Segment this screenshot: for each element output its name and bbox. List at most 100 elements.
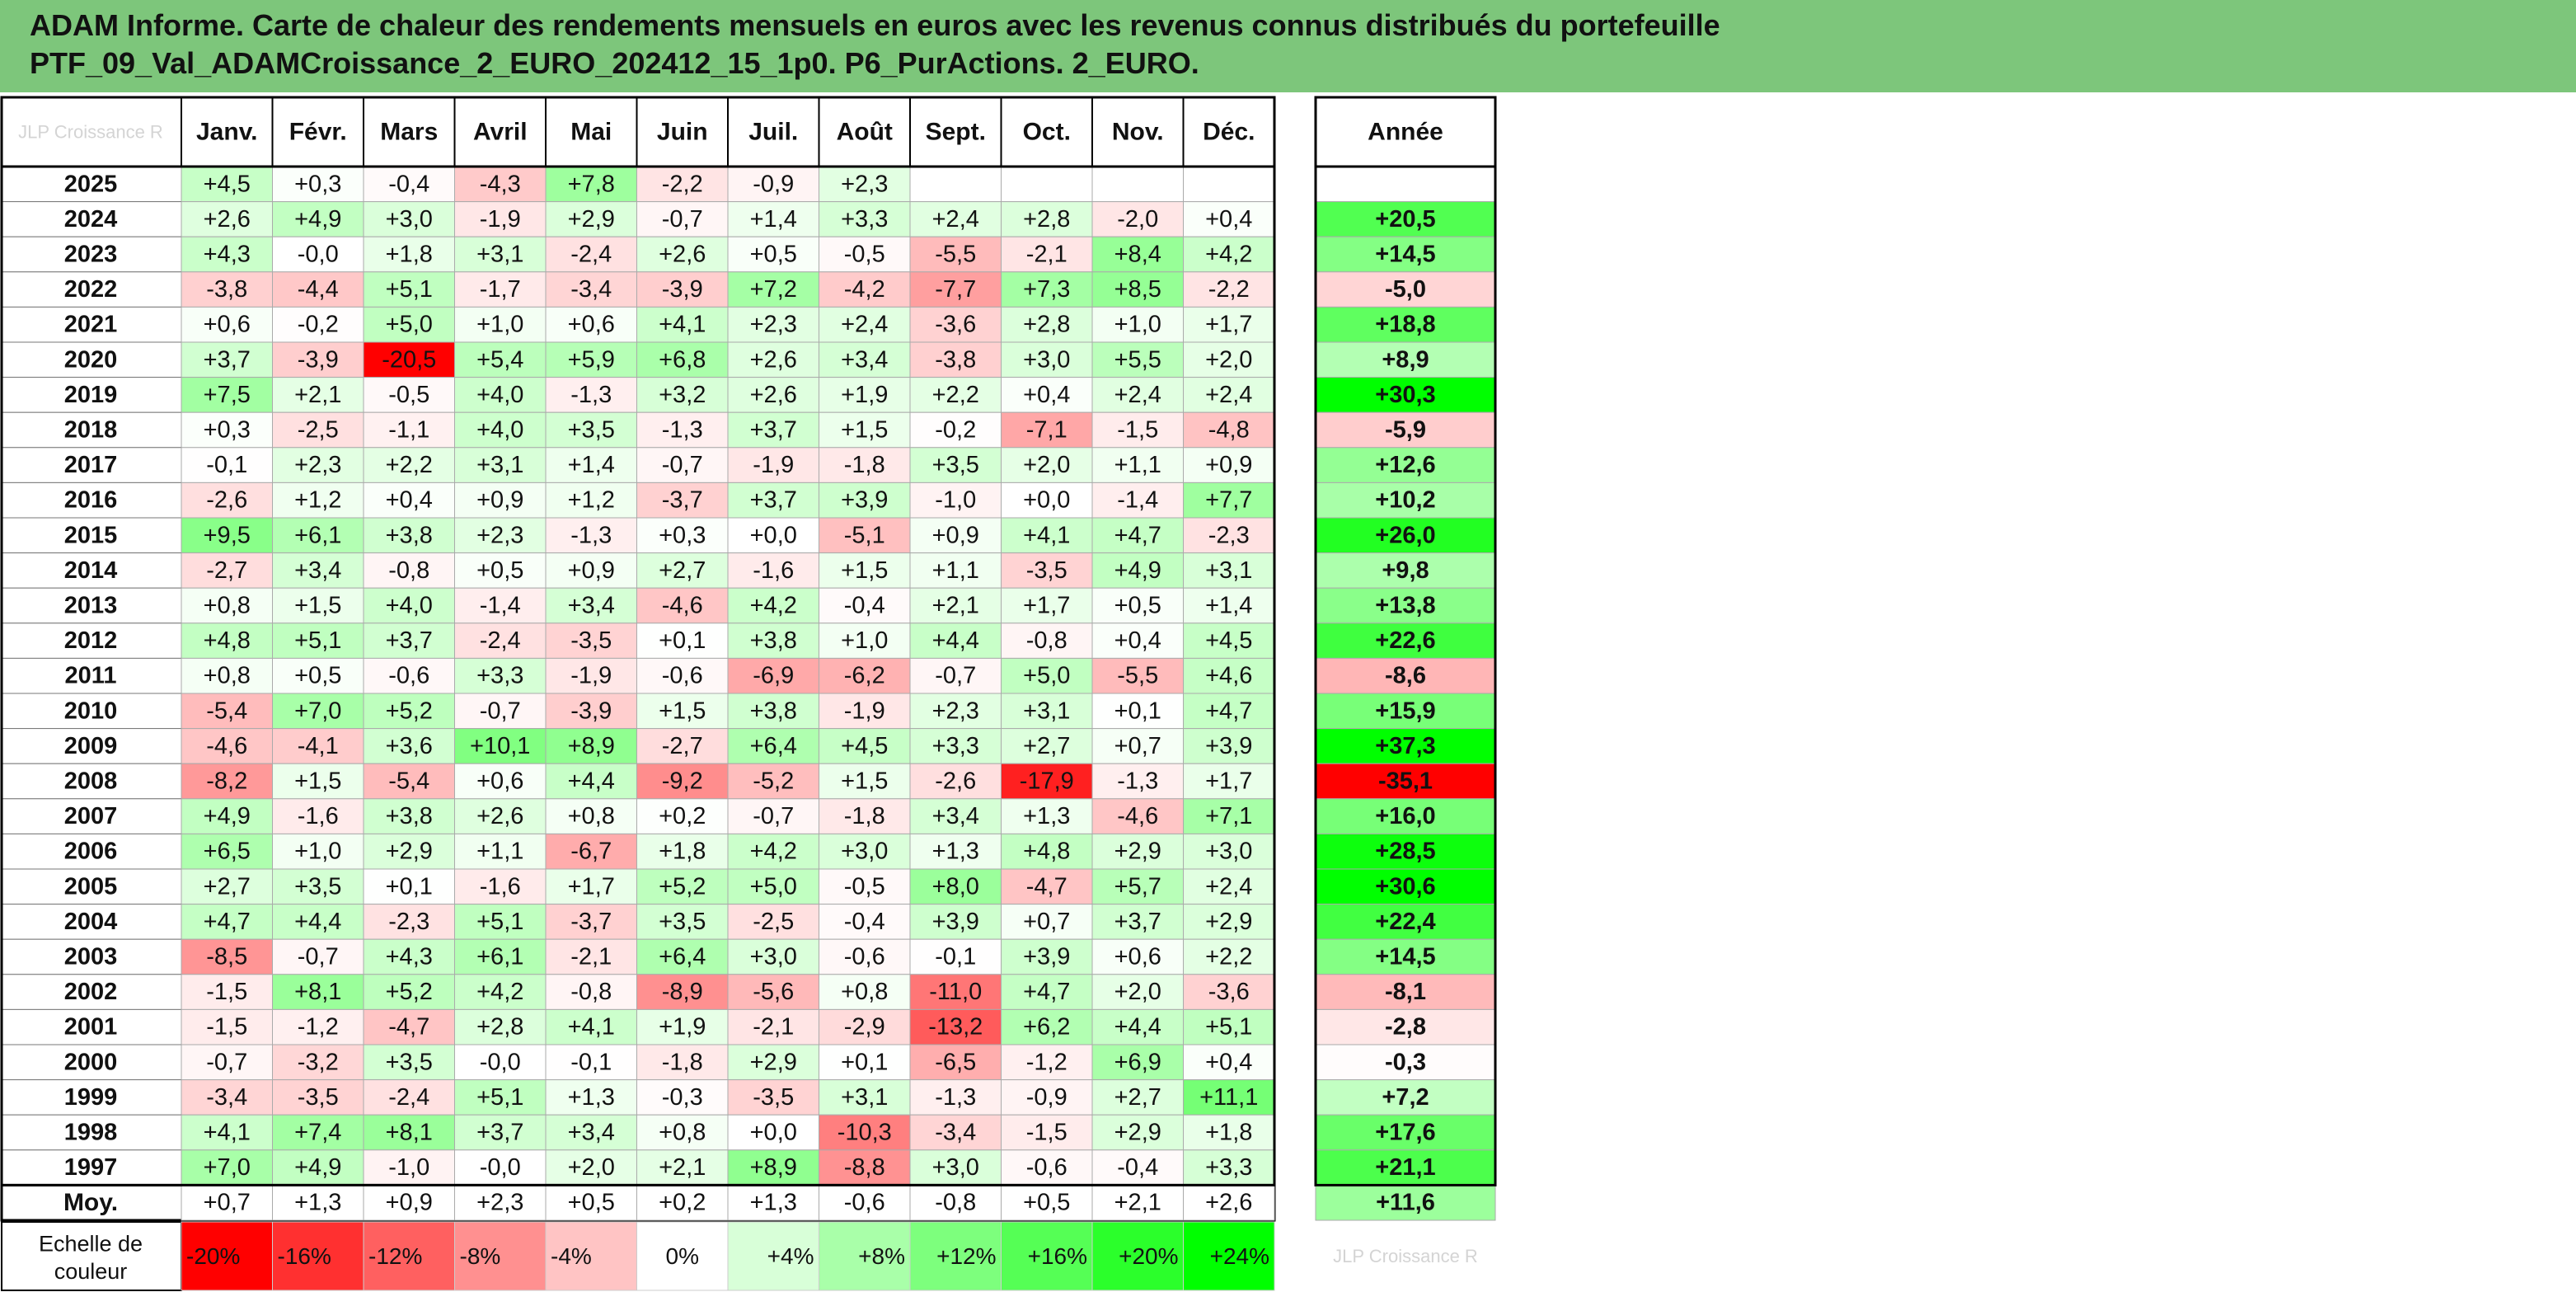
cell-value: +0,3 xyxy=(659,522,706,548)
cell-value: -3,5 xyxy=(298,1084,339,1111)
cell-value: -1,0 xyxy=(388,1154,429,1181)
cell-value: +4,5 xyxy=(1205,627,1252,654)
annual-cell xyxy=(1315,798,1496,834)
cell-value: +1,3 xyxy=(1023,803,1070,829)
cell-value: +6,1 xyxy=(476,944,523,970)
cell-value: +4,8 xyxy=(204,627,251,654)
heat-cell xyxy=(1183,868,1275,905)
heat-cell xyxy=(1001,166,1093,203)
heat-cell xyxy=(636,623,729,659)
heat-cell xyxy=(1183,623,1275,659)
cell-value: -1,1 xyxy=(388,417,429,444)
cell-value: -0,3 xyxy=(662,1084,703,1111)
row-year-cell xyxy=(1,868,182,905)
month-header: Sept. xyxy=(926,119,986,146)
cell-value: +4,5 xyxy=(841,733,888,759)
cell-value: +2,3 xyxy=(476,522,523,548)
heat-cell xyxy=(545,587,637,624)
heat-cell xyxy=(909,271,1002,308)
annual-frame xyxy=(1314,165,1497,1186)
annual-cell xyxy=(1315,377,1496,413)
heat-cell xyxy=(909,447,1002,483)
cell-value: +4,2 xyxy=(1205,242,1252,268)
cell-value: -2,1 xyxy=(570,944,612,970)
heat-cell xyxy=(819,411,911,449)
cell-value: +0,5 xyxy=(750,242,797,268)
cell-value: +5,2 xyxy=(659,873,706,900)
row-year-label: 2010 xyxy=(64,698,118,724)
cell-value: -0,5 xyxy=(388,382,429,408)
heat-cell xyxy=(636,447,729,483)
heat-cell xyxy=(909,482,1002,519)
cell-value: -0,7 xyxy=(662,206,703,233)
cell-value: +2,1 xyxy=(932,593,979,619)
heat-cell xyxy=(636,552,729,589)
cell-value: +3,4 xyxy=(568,593,615,619)
cell-value: -20,5 xyxy=(382,346,436,373)
heat-cell xyxy=(1001,693,1093,730)
heat-cell xyxy=(636,271,729,308)
cell-value: +3,0 xyxy=(386,206,433,233)
cell-value: +2,9 xyxy=(1205,909,1252,935)
heat-cell xyxy=(545,763,637,800)
heat-cell xyxy=(1001,482,1093,519)
cell-value: -4,7 xyxy=(388,1014,429,1041)
cell-value: -7,1 xyxy=(1026,417,1067,444)
cell-value: -1,3 xyxy=(570,522,612,548)
annual-value: +22,4 xyxy=(1375,909,1435,935)
cell-value: +1,2 xyxy=(294,487,341,514)
cell-value: +3,8 xyxy=(386,803,433,829)
heat-cell xyxy=(181,236,273,273)
average-value: +0,5 xyxy=(1023,1190,1070,1216)
heat-cell xyxy=(727,166,819,203)
annual-value: +7,2 xyxy=(1382,1084,1429,1111)
cell-value: -2,4 xyxy=(570,242,612,268)
row-year-cell xyxy=(1,377,182,413)
scale-label-line-1: Echelle de xyxy=(39,1232,143,1257)
heat-cell xyxy=(909,623,1002,659)
row-year-label: 2021 xyxy=(64,312,118,338)
cell-value: +0,4 xyxy=(1023,382,1070,408)
heat-cell xyxy=(1091,411,1184,449)
row-year-label: 1998 xyxy=(64,1120,118,1146)
cell-value: +2,2 xyxy=(386,452,433,478)
cell-value: +4,4 xyxy=(1114,1014,1161,1041)
month-header: Janv. xyxy=(196,119,258,146)
cell-value: -1,5 xyxy=(1026,1120,1067,1146)
cell-value: +1,5 xyxy=(841,768,888,795)
cell-value: -4,4 xyxy=(298,276,339,303)
average-label: Moy. xyxy=(63,1189,118,1216)
heat-cell xyxy=(1001,763,1093,800)
heat-cell xyxy=(272,447,364,483)
heat-cell xyxy=(819,1079,911,1116)
cell-value: +6,1 xyxy=(294,522,341,548)
annual-value: +30,3 xyxy=(1375,382,1435,408)
cell-value: -0,0 xyxy=(480,1154,521,1181)
heat-cell xyxy=(636,377,729,413)
average-cell xyxy=(545,1184,637,1221)
cell-value: +1,8 xyxy=(1205,1120,1252,1146)
heat-cell xyxy=(181,517,273,554)
heat-cell xyxy=(181,306,273,343)
heat-cell xyxy=(454,833,547,870)
heat-cell xyxy=(636,517,729,554)
cell-value: +4,4 xyxy=(568,768,615,795)
heat-cell xyxy=(727,341,819,378)
annual-header: Année xyxy=(1368,119,1443,146)
cell-value: +2,4 xyxy=(1205,873,1252,900)
heat-cell xyxy=(272,904,364,940)
heat-cell xyxy=(727,587,819,624)
heat-cell xyxy=(454,271,547,308)
cell-value: +3,3 xyxy=(1205,1154,1252,1181)
heat-cell xyxy=(909,341,1002,378)
heat-cell xyxy=(1091,552,1184,589)
header-frame xyxy=(0,96,1276,168)
heat-cell xyxy=(636,868,729,905)
average-value: -0,6 xyxy=(844,1190,885,1216)
cell-value: +3,9 xyxy=(1205,733,1252,759)
cell-value: +5,0 xyxy=(1023,663,1070,689)
cell-value: +3,5 xyxy=(932,452,979,478)
cell-value: +5,4 xyxy=(476,346,523,373)
cell-value: -8,9 xyxy=(662,979,703,1005)
